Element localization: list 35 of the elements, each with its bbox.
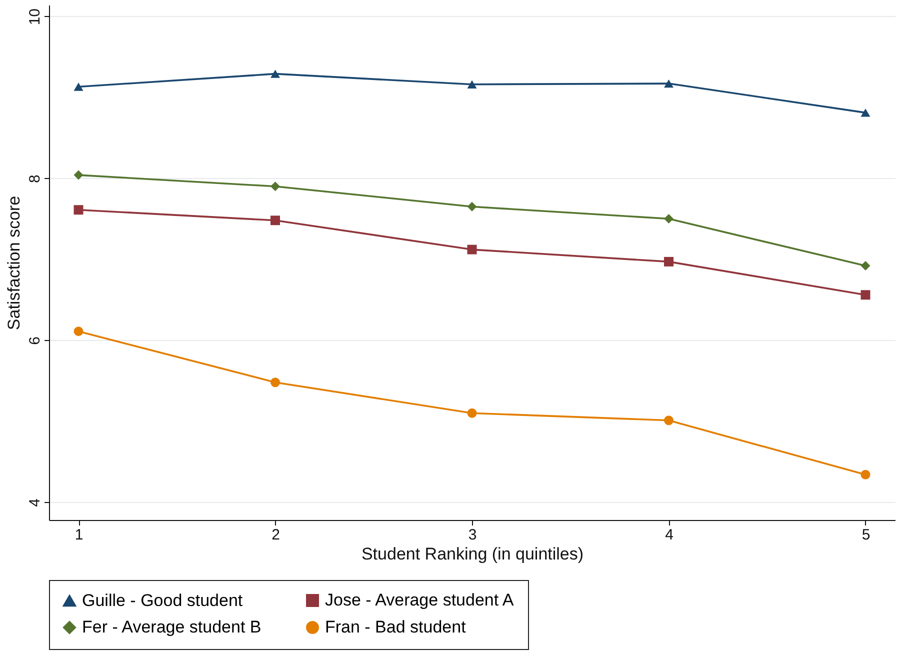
point [74,205,84,215]
y-tick-label: 6 [26,336,44,345]
legend-label: Fer - Average student B [82,618,262,636]
point [74,82,84,91]
legend-label: Fran - Bad student [325,618,466,636]
point [664,79,674,88]
point [860,470,870,480]
point [664,214,674,224]
point [467,244,477,254]
x-tick-label: 3 [468,526,477,544]
point [467,80,477,88]
y-tick-label: 10 [26,8,44,26]
y-tick-label: 4 [26,498,44,507]
point [860,260,870,270]
point [860,290,870,300]
legend-label: Guille - Good student [82,590,243,610]
point [270,216,280,226]
y-tick-label: 8 [26,174,44,183]
legend-label: Jose - Average student A [325,590,514,610]
point [74,326,84,336]
point [860,108,870,117]
point [664,416,674,426]
point [467,202,477,212]
point [74,170,84,180]
x-tick-label: 2 [272,526,280,544]
x-tick-label: 1 [74,526,84,544]
point [270,182,280,192]
x-axis-title: Student Ranking (in quintiles) [361,544,584,564]
point [664,256,674,266]
point [467,408,477,418]
y-axis-title: Satisfaction score [4,196,24,330]
x-tick-label: 4 [665,526,674,544]
point [270,378,280,388]
point [270,70,280,78]
x-tick-label: 5 [862,526,870,544]
